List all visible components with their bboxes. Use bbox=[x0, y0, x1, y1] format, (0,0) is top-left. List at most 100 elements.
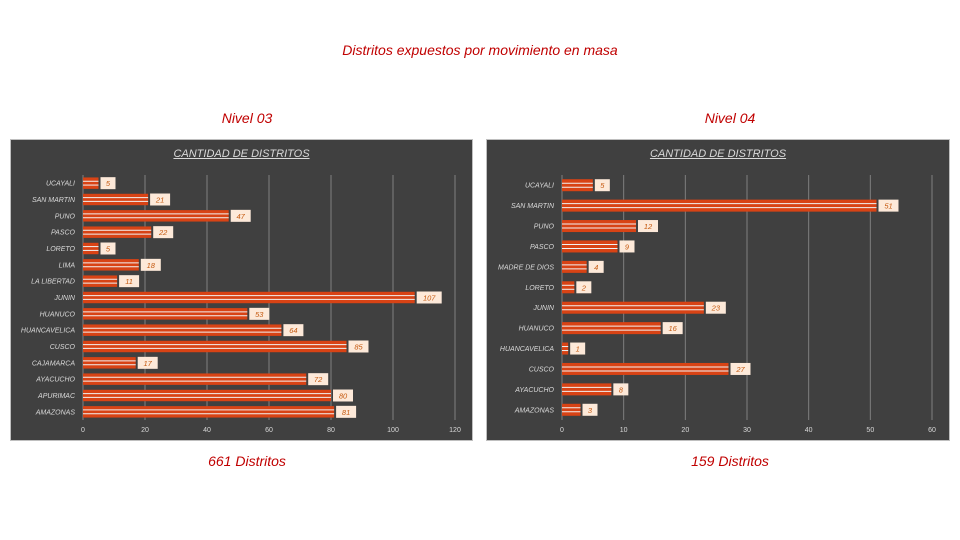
right-data-label: 4 bbox=[594, 263, 598, 272]
left-data-label: 21 bbox=[155, 196, 164, 205]
right-category-label: UCAYALI bbox=[525, 183, 554, 190]
left-data-label: 5 bbox=[106, 179, 111, 188]
left-data-label-box bbox=[348, 340, 369, 353]
left-data-label-box bbox=[416, 291, 442, 304]
left-bar-huancavelica bbox=[83, 324, 282, 336]
left-bar-san-martin bbox=[83, 193, 149, 206]
left-data-label-box bbox=[150, 193, 171, 206]
right-x-tick-label: 20 bbox=[681, 427, 689, 434]
right-category-label: SAN MARTIN bbox=[511, 203, 555, 210]
right-data-label-box bbox=[705, 301, 726, 314]
right-category-label: LORETO bbox=[525, 285, 554, 292]
left-data-label: 17 bbox=[144, 359, 153, 368]
left-category-label: CUSCO bbox=[50, 344, 76, 351]
left-data-label-box bbox=[137, 356, 158, 369]
right-bar-ucayali bbox=[562, 179, 593, 192]
left-category-label: JUNIN bbox=[53, 295, 76, 302]
right-data-label: 23 bbox=[711, 304, 721, 313]
left-bar-cusco bbox=[83, 340, 347, 353]
left-data-label-box bbox=[153, 226, 174, 239]
left-data-label: 11 bbox=[125, 277, 133, 286]
right-bar-junin bbox=[562, 301, 704, 314]
right-data-label: 16 bbox=[668, 324, 677, 333]
right-chart-title: CANTIDAD DE DISTRITOS bbox=[649, 148, 787, 160]
right-bar-cusco bbox=[562, 362, 729, 375]
right-data-label-box bbox=[878, 199, 899, 212]
left-category-label: HUANUCO bbox=[40, 311, 76, 318]
left-x-tick-label: 60 bbox=[265, 427, 273, 434]
right-data-label-box bbox=[730, 362, 751, 375]
page-title: Distritos expuestos por movimiento en ma… bbox=[342, 42, 618, 58]
right-data-label-box bbox=[582, 403, 598, 416]
left-bar-ayacucho bbox=[83, 373, 307, 385]
right-category-label: PASCO bbox=[530, 244, 555, 251]
right-category-label: JUNIN bbox=[532, 305, 555, 312]
left-category-label: AYACUCHO bbox=[35, 377, 75, 384]
left-data-label-box bbox=[100, 177, 116, 190]
right-bar-puno bbox=[562, 220, 636, 233]
left-x-tick-label: 100 bbox=[387, 427, 399, 434]
left-category-label: AMAZONAS bbox=[35, 409, 76, 416]
left-data-label-box bbox=[249, 307, 270, 320]
left-bar-junin bbox=[83, 291, 415, 304]
right-data-label: 1 bbox=[576, 345, 580, 354]
right-data-label: 3 bbox=[588, 406, 593, 415]
left-bar-amazonas bbox=[83, 406, 335, 418]
right-data-label-box bbox=[619, 240, 635, 253]
left-data-label: 80 bbox=[339, 392, 348, 401]
right-x-tick-label: 60 bbox=[928, 427, 936, 434]
left-bar-huanuco bbox=[83, 308, 248, 320]
right-data-label: 12 bbox=[644, 222, 653, 231]
left-data-label: 64 bbox=[289, 326, 297, 335]
left-bar-pasco bbox=[83, 226, 152, 238]
right-data-label: 2 bbox=[581, 283, 587, 292]
right-data-label-box bbox=[570, 342, 586, 355]
left-data-label: 5 bbox=[106, 245, 111, 254]
left-category-label: UCAYALI bbox=[46, 181, 75, 188]
left-category-label: LIMA bbox=[59, 262, 76, 269]
right-category-label: HUANCAVELICA bbox=[500, 346, 554, 353]
right-chart-heading: Nivel 04 bbox=[704, 110, 756, 126]
left-bar-ucayali bbox=[83, 177, 99, 189]
right-data-label: 27 bbox=[735, 365, 745, 374]
right-data-label-box bbox=[588, 260, 604, 273]
left-data-label-box bbox=[140, 258, 161, 271]
left-data-label-box bbox=[308, 373, 329, 386]
right-data-label-box bbox=[638, 220, 658, 233]
right-data-label: 51 bbox=[884, 202, 892, 211]
right-bar-amazonas bbox=[562, 403, 581, 416]
left-x-tick-label: 20 bbox=[141, 427, 149, 434]
left-data-label: 107 bbox=[423, 294, 436, 303]
left-bar-cajamarca bbox=[83, 357, 136, 369]
left-category-label: LA LIBERTAD bbox=[31, 279, 75, 286]
left-data-label: 85 bbox=[354, 343, 363, 352]
right-x-tick-label: 0 bbox=[560, 427, 564, 434]
right-category-label: PUNO bbox=[534, 224, 555, 231]
right-bar-madre-de-dios bbox=[562, 260, 587, 273]
right-x-tick-label: 30 bbox=[743, 427, 751, 434]
left-x-tick-label: 40 bbox=[203, 427, 211, 434]
right-bar-ayacucho bbox=[562, 383, 612, 396]
right-bar-huanuco bbox=[562, 322, 661, 335]
right-x-tick-label: 50 bbox=[866, 427, 874, 434]
left-data-label-box bbox=[230, 209, 251, 222]
left-chart-heading: Nivel 03 bbox=[221, 110, 273, 126]
right-data-label: 8 bbox=[619, 385, 624, 394]
right-total-label: 159 Distritos bbox=[691, 453, 769, 469]
left-bar-apurimac bbox=[83, 389, 331, 402]
right-data-label-box bbox=[576, 281, 592, 294]
right-bar-pasco bbox=[562, 240, 618, 253]
left-data-label: 18 bbox=[147, 261, 156, 270]
left-x-tick-label: 80 bbox=[327, 427, 335, 434]
left-data-label: 81 bbox=[342, 408, 350, 417]
left-category-label: APURIMAC bbox=[37, 393, 76, 400]
left-category-label: SAN MARTIN bbox=[32, 197, 76, 204]
left-total-label: 661 Distritos bbox=[208, 453, 286, 469]
left-category-label: PUNO bbox=[55, 213, 76, 220]
left-category-label: HUANCAVELICA bbox=[21, 328, 75, 335]
right-data-label-box bbox=[594, 179, 610, 192]
right-category-label: MADRE DE DIOS bbox=[498, 264, 554, 271]
left-bar-loreto bbox=[83, 242, 99, 255]
left-x-tick-label: 120 bbox=[449, 427, 461, 434]
